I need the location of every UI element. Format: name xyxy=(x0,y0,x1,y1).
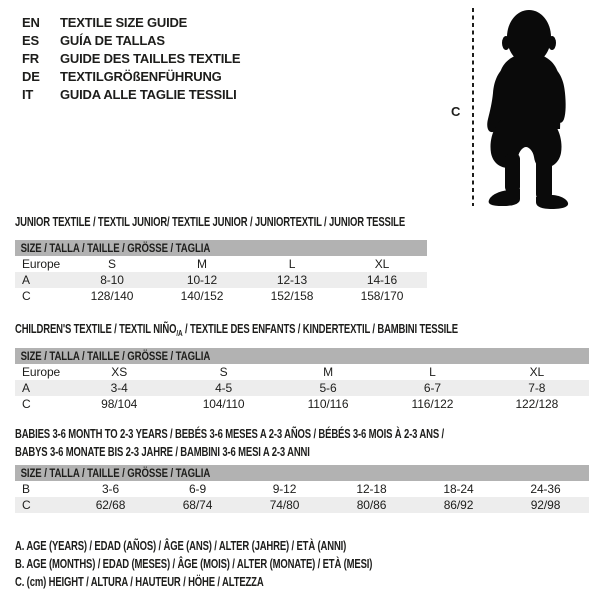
language-code: FR xyxy=(22,50,39,66)
size-cell: 18-24 xyxy=(443,482,474,496)
size-cell: 74/80 xyxy=(269,498,300,512)
size-cell: XL xyxy=(374,257,390,271)
table-row: C 62/68 68/74 74/80 80/86 86/92 92/98 xyxy=(15,497,589,513)
size-cell: S xyxy=(219,365,228,379)
size-cell: XS xyxy=(111,365,128,379)
language-row: EN TEXTILE SIZE GUIDE xyxy=(22,14,240,32)
size-cell: 92/98 xyxy=(530,498,561,512)
table-row: Europe S M L XL xyxy=(15,256,427,272)
size-cell: 7-8 xyxy=(528,381,546,395)
size-cell: XL xyxy=(529,365,545,379)
row-label: C xyxy=(22,397,31,411)
size-cell: 10-12 xyxy=(186,273,218,287)
language-title: GUIDE DES TAILLES TEXTILE xyxy=(60,50,241,66)
language-code: IT xyxy=(22,86,34,102)
size-cell: 6-7 xyxy=(423,381,441,395)
table-row: A 8-10 10-12 12-13 14-16 xyxy=(15,272,427,288)
babies-title-line1: BABIES 3-6 MONTH TO 2-3 YEARS / BEBÉS 3-… xyxy=(15,427,444,441)
language-list: EN TEXTILE SIZE GUIDE ES GUÍA DE TALLAS … xyxy=(22,14,241,103)
table-row: C 128/140 140/152 152/158 158/170 xyxy=(15,288,427,304)
size-header-text: SIZE / TALLA / TAILLE / GRÖSSE / TAGLIA xyxy=(20,349,211,363)
size-cell: 140/152 xyxy=(180,289,224,303)
size-cell: 68/74 xyxy=(182,498,213,512)
size-cell: 158/170 xyxy=(360,289,404,303)
size-cell: L xyxy=(288,257,296,271)
language-title: GUIDA ALLE TAGLIE TESSILI xyxy=(60,86,237,102)
children-table-title: CHILDREN'S TEXTILE / TEXTIL NIÑO/A / TEX… xyxy=(15,320,458,339)
size-header-text: SIZE / TALLA / TAILLE / GRÖSSE / TAGLIA xyxy=(20,466,211,480)
size-header-bar: SIZE / TALLA / TAILLE / GRÖSSE / TAGLIA xyxy=(15,465,589,481)
babies-title-line2: BABYS 3-6 MONATE BIS 2-3 JAHRE / BAMBINI… xyxy=(15,445,310,459)
size-cell: 86/92 xyxy=(443,498,474,512)
size-cell: 116/122 xyxy=(411,397,454,411)
size-cell: 110/116 xyxy=(307,397,349,411)
row-label: A xyxy=(22,381,30,395)
size-cell: L xyxy=(429,365,436,379)
size-header-bar: SIZE / TALLA / TAILLE / GRÖSSE / TAGLIA xyxy=(15,348,589,364)
language-row: FR GUIDE DES TAILLES TEXTILE xyxy=(22,50,241,68)
row-label: Europe xyxy=(22,257,61,271)
footnote-age-months: B. AGE (MONTHS) / EDAD (MESES) / ÂGE (MO… xyxy=(15,557,373,572)
language-title: TEXTILGRÖßENFÜHRUNG xyxy=(60,68,222,84)
size-cell: 3-6 xyxy=(101,482,120,496)
size-header-bar: SIZE / TALLA / TAILLE / GRÖSSE / TAGLIA xyxy=(15,240,427,256)
size-cell: 12-13 xyxy=(276,273,308,287)
size-cell: M xyxy=(197,257,207,271)
babies-table-title: BABIES 3-6 MONTH TO 2-3 YEARS / BEBÉS 3-… xyxy=(15,425,579,461)
language-code: DE xyxy=(22,68,40,84)
row-label: C xyxy=(22,289,31,303)
size-cell: 62/68 xyxy=(95,498,126,512)
children-title-subscript: /A xyxy=(176,327,183,338)
size-table-babies: SIZE / TALLA / TAILLE / GRÖSSE / TAGLIA … xyxy=(15,465,589,513)
footnotes: A. AGE (YEARS) / EDAD (AÑOS) / ÂGE (ANS)… xyxy=(15,537,485,592)
size-cell: 98/104 xyxy=(101,397,138,411)
size-cell: 5-6 xyxy=(319,381,337,395)
size-cell: 4-5 xyxy=(215,381,233,395)
table-row: Europe XS S M L XL xyxy=(15,364,589,380)
size-cell: 128/140 xyxy=(90,289,134,303)
size-cell: 122/128 xyxy=(515,397,559,411)
language-row: DE TEXTILGRÖßENFÜHRUNG xyxy=(22,67,240,85)
junior-table-title: JUNIOR TEXTILE / TEXTIL JUNIOR/ TEXTILE … xyxy=(15,215,406,229)
size-cell: 14-16 xyxy=(366,273,398,287)
size-cell: 3-4 xyxy=(110,381,128,395)
size-table-junior: SIZE / TALLA / TAILLE / GRÖSSE / TAGLIA … xyxy=(15,240,427,304)
row-label: Europe xyxy=(22,365,61,379)
language-row: ES GUÍA DE TALLAS xyxy=(22,32,240,50)
table-row: B 3-6 6-9 9-12 12-18 18-24 24-36 xyxy=(15,481,589,497)
size-table-children: SIZE / TALLA / TAILLE / GRÖSSE / TAGLIA … xyxy=(15,348,589,412)
baby-silhouette-icon xyxy=(485,7,575,211)
language-title: TEXTILE SIZE GUIDE xyxy=(60,15,188,31)
language-title: GUÍA DE TALLAS xyxy=(60,33,165,49)
size-cell: S xyxy=(108,257,116,271)
size-cell: 9-12 xyxy=(272,482,297,496)
size-cell: M xyxy=(323,365,333,379)
size-header-text: SIZE / TALLA / TAILLE / GRÖSSE / TAGLIA xyxy=(20,241,211,255)
size-cell: 152/158 xyxy=(270,289,314,303)
size-cell: 104/110 xyxy=(202,397,245,411)
size-cell: 8-10 xyxy=(100,273,124,287)
row-label: A xyxy=(22,273,30,287)
size-cell: 6-9 xyxy=(188,482,207,496)
size-cell: 12-18 xyxy=(356,482,387,496)
height-marker-label: C xyxy=(451,104,461,119)
size-cell: 80/86 xyxy=(356,498,387,512)
height-dashed-line xyxy=(472,8,474,206)
language-code: EN xyxy=(22,15,40,31)
footnote-age-years: A. AGE (YEARS) / EDAD (AÑOS) / ÂGE (ANS)… xyxy=(15,539,347,553)
row-label: C xyxy=(22,498,31,512)
language-code: ES xyxy=(22,33,39,49)
children-title-part1: CHILDREN'S TEXTILE / TEXTIL NIÑO xyxy=(15,322,177,336)
table-row: A 3-4 4-5 5-6 6-7 7-8 xyxy=(15,380,589,396)
children-title-part2: / TEXTILE DES ENFANTS / KINDERTEXTIL / B… xyxy=(182,322,458,336)
table-row: C 98/104 104/110 110/116 116/122 122/128 xyxy=(15,396,589,412)
language-row: IT GUIDA ALLE TAGLIE TESSILI xyxy=(22,85,240,103)
row-label: B xyxy=(22,482,30,496)
footnote-height: C. (cm) HEIGHT / ALTURA / HAUTEUR / HÖHE… xyxy=(15,575,264,590)
size-cell: 24-36 xyxy=(530,482,561,496)
